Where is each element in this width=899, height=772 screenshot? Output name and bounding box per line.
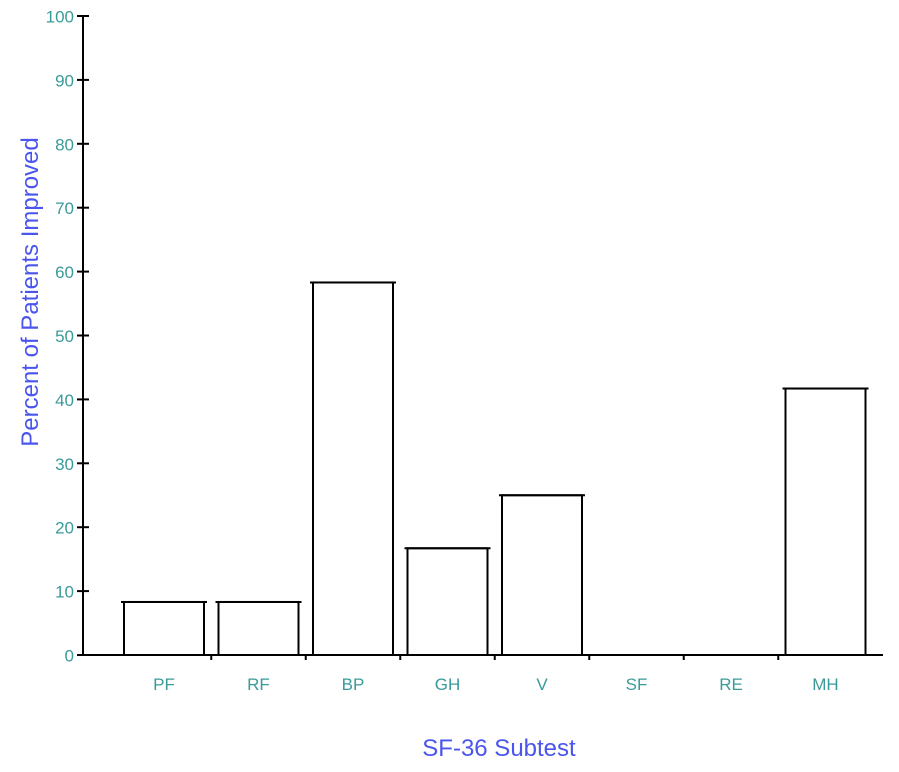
x-tick-label-sf: SF: [626, 675, 648, 694]
y-tick-label: 80: [55, 135, 74, 154]
x-tick-label-bp: BP: [342, 675, 365, 694]
y-tick-label: 30: [55, 455, 74, 474]
y-tick-label: 0: [65, 646, 74, 665]
y-tick-label: 70: [55, 199, 74, 218]
y-tick-label: 20: [55, 519, 74, 538]
y-tick-label: 50: [55, 327, 74, 346]
bar-v: [501, 494, 583, 656]
bar-bp: [312, 281, 394, 656]
y-ticks: 0 10 20 30 40 50 60 70 80 90 100: [46, 7, 89, 665]
y-tick-label: 40: [55, 391, 74, 410]
bar-mh: [784, 387, 867, 656]
x-tick-label-rf: RF: [247, 675, 270, 694]
x-tick-label-gh: GH: [435, 675, 461, 694]
y-axis-title: Percent of Patients Improved: [17, 137, 44, 447]
y-tick-label: 90: [55, 71, 74, 90]
bar-gh: [406, 547, 489, 656]
y-tick-label: 100: [46, 7, 74, 26]
x-ticks: PF RF BP GH V SF RE MH: [153, 655, 839, 694]
bar-rf: [217, 600, 300, 657]
x-tick-label-re: RE: [719, 675, 743, 694]
y-tick-label: 60: [55, 263, 74, 282]
x-axis-title: SF-36 Subtest: [422, 735, 576, 762]
y-tick-label: 10: [55, 583, 74, 602]
x-tick-label-v: V: [536, 675, 548, 694]
bar-pf: [123, 600, 205, 657]
bars: [121, 281, 869, 657]
x-tick-label-mh: MH: [812, 675, 838, 694]
x-tick-label-pf: PF: [153, 675, 175, 694]
